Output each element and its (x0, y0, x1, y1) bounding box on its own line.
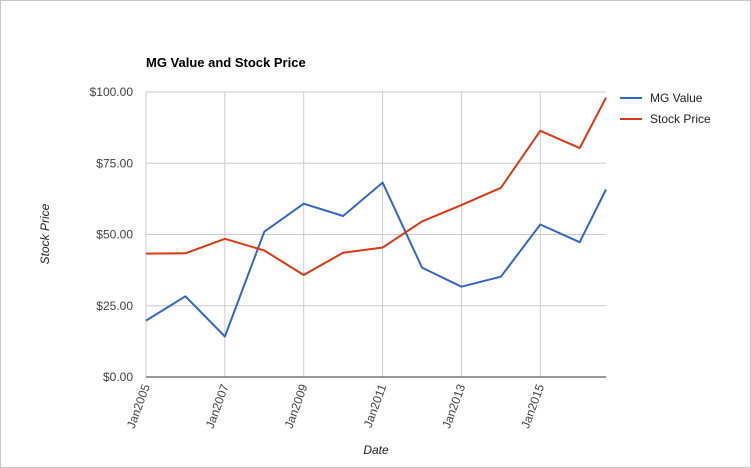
series-line-mg-value (145, 181, 607, 338)
chart-title: MG Value and Stock Price (146, 55, 306, 70)
y-tick-label: $0.00 (103, 370, 133, 384)
x-tick-label: Jan2007 (203, 382, 232, 430)
y-axis-ticks: $100.00 $75.00 $50.00 $25.00 $0.00 (90, 85, 134, 384)
x-tick-label: Jan2005 (124, 382, 153, 430)
y-axis-title: Stock Price (38, 203, 52, 264)
y-tick-label: $100.00 (90, 85, 134, 99)
y-tick-label: $75.00 (96, 156, 133, 170)
y-tick-label: $25.00 (96, 299, 133, 313)
x-axis-title: Date (363, 443, 389, 457)
x-tick-label: Jan2009 (282, 382, 311, 430)
y-tick-label: $50.00 (96, 228, 133, 242)
series-lines (145, 97, 607, 338)
series-line-stock-price (145, 97, 607, 276)
x-tick-label: Jan2011 (361, 382, 390, 430)
legend-label: MG Value (650, 91, 703, 105)
legend-label: Stock Price (650, 112, 711, 126)
x-tick-label: Jan2013 (439, 382, 468, 430)
legend: MG Value Stock Price (620, 91, 711, 126)
x-axis-ticks: Jan2005 Jan2007 Jan2009 Jan2011 Jan2013 Jan20… (124, 382, 547, 430)
x-tick-label: Jan2015 (518, 382, 547, 430)
grid (145, 91, 606, 378)
